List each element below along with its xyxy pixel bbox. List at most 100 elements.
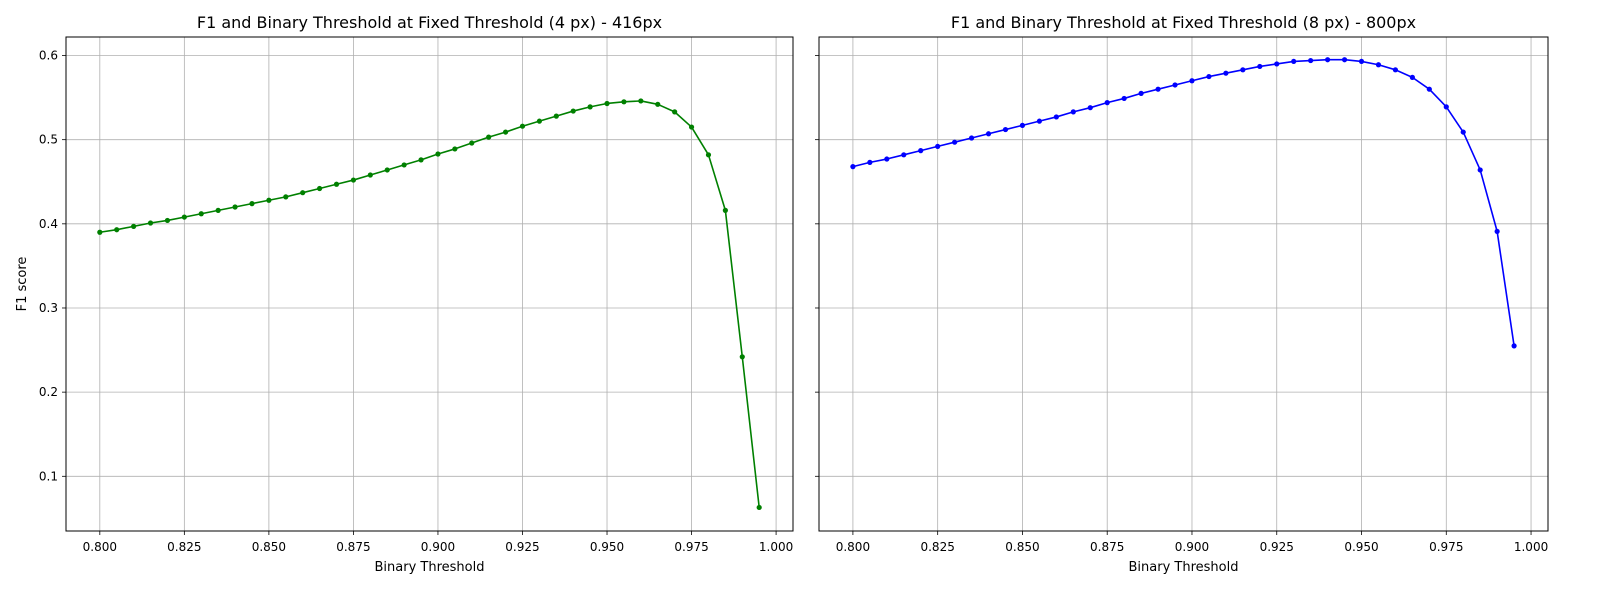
right-data-point xyxy=(1070,109,1076,115)
left-x-tick-label: 0.875 xyxy=(336,540,370,554)
left-chart-title: F1 and Binary Threshold at Fixed Thresho… xyxy=(197,13,662,32)
left-data-point xyxy=(672,109,678,115)
right-x-tick-label: 0.975 xyxy=(1429,540,1463,554)
right-data-point xyxy=(1002,126,1009,133)
left-y-axis-label: F1 score xyxy=(15,257,30,312)
left-data-point xyxy=(97,229,103,235)
right-data-point xyxy=(1053,114,1059,120)
right-data-point xyxy=(1121,95,1127,102)
right-data-point xyxy=(1104,100,1110,106)
left-x-tick-label: 0.825 xyxy=(167,540,201,554)
left-data-point xyxy=(519,123,526,129)
left-data-point xyxy=(570,108,576,114)
left-data-point xyxy=(350,177,357,183)
left-data-point xyxy=(655,101,661,107)
left-series-line xyxy=(99,100,760,508)
left-data-point xyxy=(486,134,492,140)
right-data-point xyxy=(1375,62,1382,68)
left-x-tick-label: 0.925 xyxy=(505,540,539,554)
right-data-point xyxy=(1443,104,1449,110)
left-data-point xyxy=(283,194,289,200)
left-data-point xyxy=(418,157,424,163)
left-grid xyxy=(66,37,793,531)
right-data-point xyxy=(1308,57,1314,64)
right-data-point xyxy=(1426,86,1432,92)
left-data-point xyxy=(638,98,644,104)
right-x-tick-label: 0.825 xyxy=(920,540,954,554)
left-x-tick-label: 0.800 xyxy=(83,540,117,554)
right-data-point xyxy=(1019,122,1026,128)
left-plot-frame xyxy=(65,36,794,532)
left-data-point xyxy=(232,204,238,210)
left-y-tick-label: 0.3 xyxy=(39,301,58,315)
left-y-tick-label: 0.6 xyxy=(39,49,58,63)
left-data-point xyxy=(317,185,323,192)
left-data-point xyxy=(452,146,458,152)
right-data-point xyxy=(1511,343,1517,349)
left-data-point xyxy=(367,172,373,178)
left-data-point xyxy=(553,113,559,119)
right-x-tick-label: 1.000 xyxy=(1514,540,1548,554)
right-data-point xyxy=(1291,58,1297,65)
right-data-point xyxy=(1341,57,1348,63)
right-plot-frame xyxy=(818,36,1549,532)
left-data-point xyxy=(739,354,745,360)
left-data-point xyxy=(114,227,120,233)
right-data-point xyxy=(1392,67,1399,73)
right-data-point xyxy=(1477,167,1483,173)
left-x-tick-label: 0.975 xyxy=(674,540,708,554)
right-data-point xyxy=(1240,67,1246,73)
right-x-tick-label: 0.875 xyxy=(1090,540,1124,554)
right-x-tick-label: 0.850 xyxy=(1005,540,1039,554)
left-x-tick-label: 0.950 xyxy=(590,540,624,554)
left-data-point xyxy=(198,211,204,217)
left-data-point xyxy=(722,207,728,213)
left-data-point xyxy=(502,129,509,135)
right-x-axis-label: Binary Threshold xyxy=(1129,560,1239,575)
right-data-point xyxy=(1206,73,1212,80)
right-data-point xyxy=(884,156,890,162)
right-x-tick-label: 0.800 xyxy=(836,540,870,554)
left-x-tick-label: 1.000 xyxy=(759,540,793,554)
right-series-line xyxy=(852,58,1515,346)
left-data-point xyxy=(333,181,340,187)
right-data-point xyxy=(1494,228,1500,235)
right-data-point xyxy=(918,148,924,154)
left-data-point xyxy=(181,214,187,220)
left-data-point xyxy=(435,151,441,157)
left-data-point xyxy=(401,162,407,168)
right-data-point xyxy=(1257,63,1263,70)
left-y-tick-label: 0.5 xyxy=(39,133,58,147)
left-x-tick-label: 0.900 xyxy=(421,540,455,554)
right-data-point xyxy=(952,139,958,145)
right-subplot: F1 and Binary Threshold at Fixed Thresho… xyxy=(815,13,1549,575)
right-data-point xyxy=(1087,105,1093,111)
right-data-point xyxy=(1274,61,1280,67)
left-y-tick-label: 0.2 xyxy=(39,385,58,399)
left-data-point xyxy=(705,152,712,158)
left-data-point xyxy=(384,167,390,173)
left-data-point xyxy=(249,201,255,207)
right-data-point xyxy=(935,143,941,150)
left-data-point xyxy=(688,124,695,130)
right-x-tick-label: 0.900 xyxy=(1175,540,1209,554)
left-data-point xyxy=(536,118,542,124)
left-data-point xyxy=(215,207,221,213)
right-grid xyxy=(819,37,1548,531)
right-x-tick-label: 0.925 xyxy=(1260,540,1294,554)
right-data-point xyxy=(1189,78,1195,84)
right-data-point xyxy=(1223,70,1229,76)
right-x-tick-label: 0.950 xyxy=(1344,540,1378,554)
left-y-tick-label: 0.1 xyxy=(39,469,58,483)
left-data-point xyxy=(164,217,171,224)
right-data-point xyxy=(901,152,907,158)
right-data-point xyxy=(1172,82,1178,88)
right-data-point xyxy=(850,164,856,170)
left-data-point xyxy=(756,504,762,511)
left-data-point xyxy=(604,100,610,107)
left-subplot: F1 and Binary Threshold at Fixed Thresho… xyxy=(15,13,794,575)
right-data-point xyxy=(867,159,873,165)
right-chart-title: F1 and Binary Threshold at Fixed Thresho… xyxy=(951,13,1416,32)
